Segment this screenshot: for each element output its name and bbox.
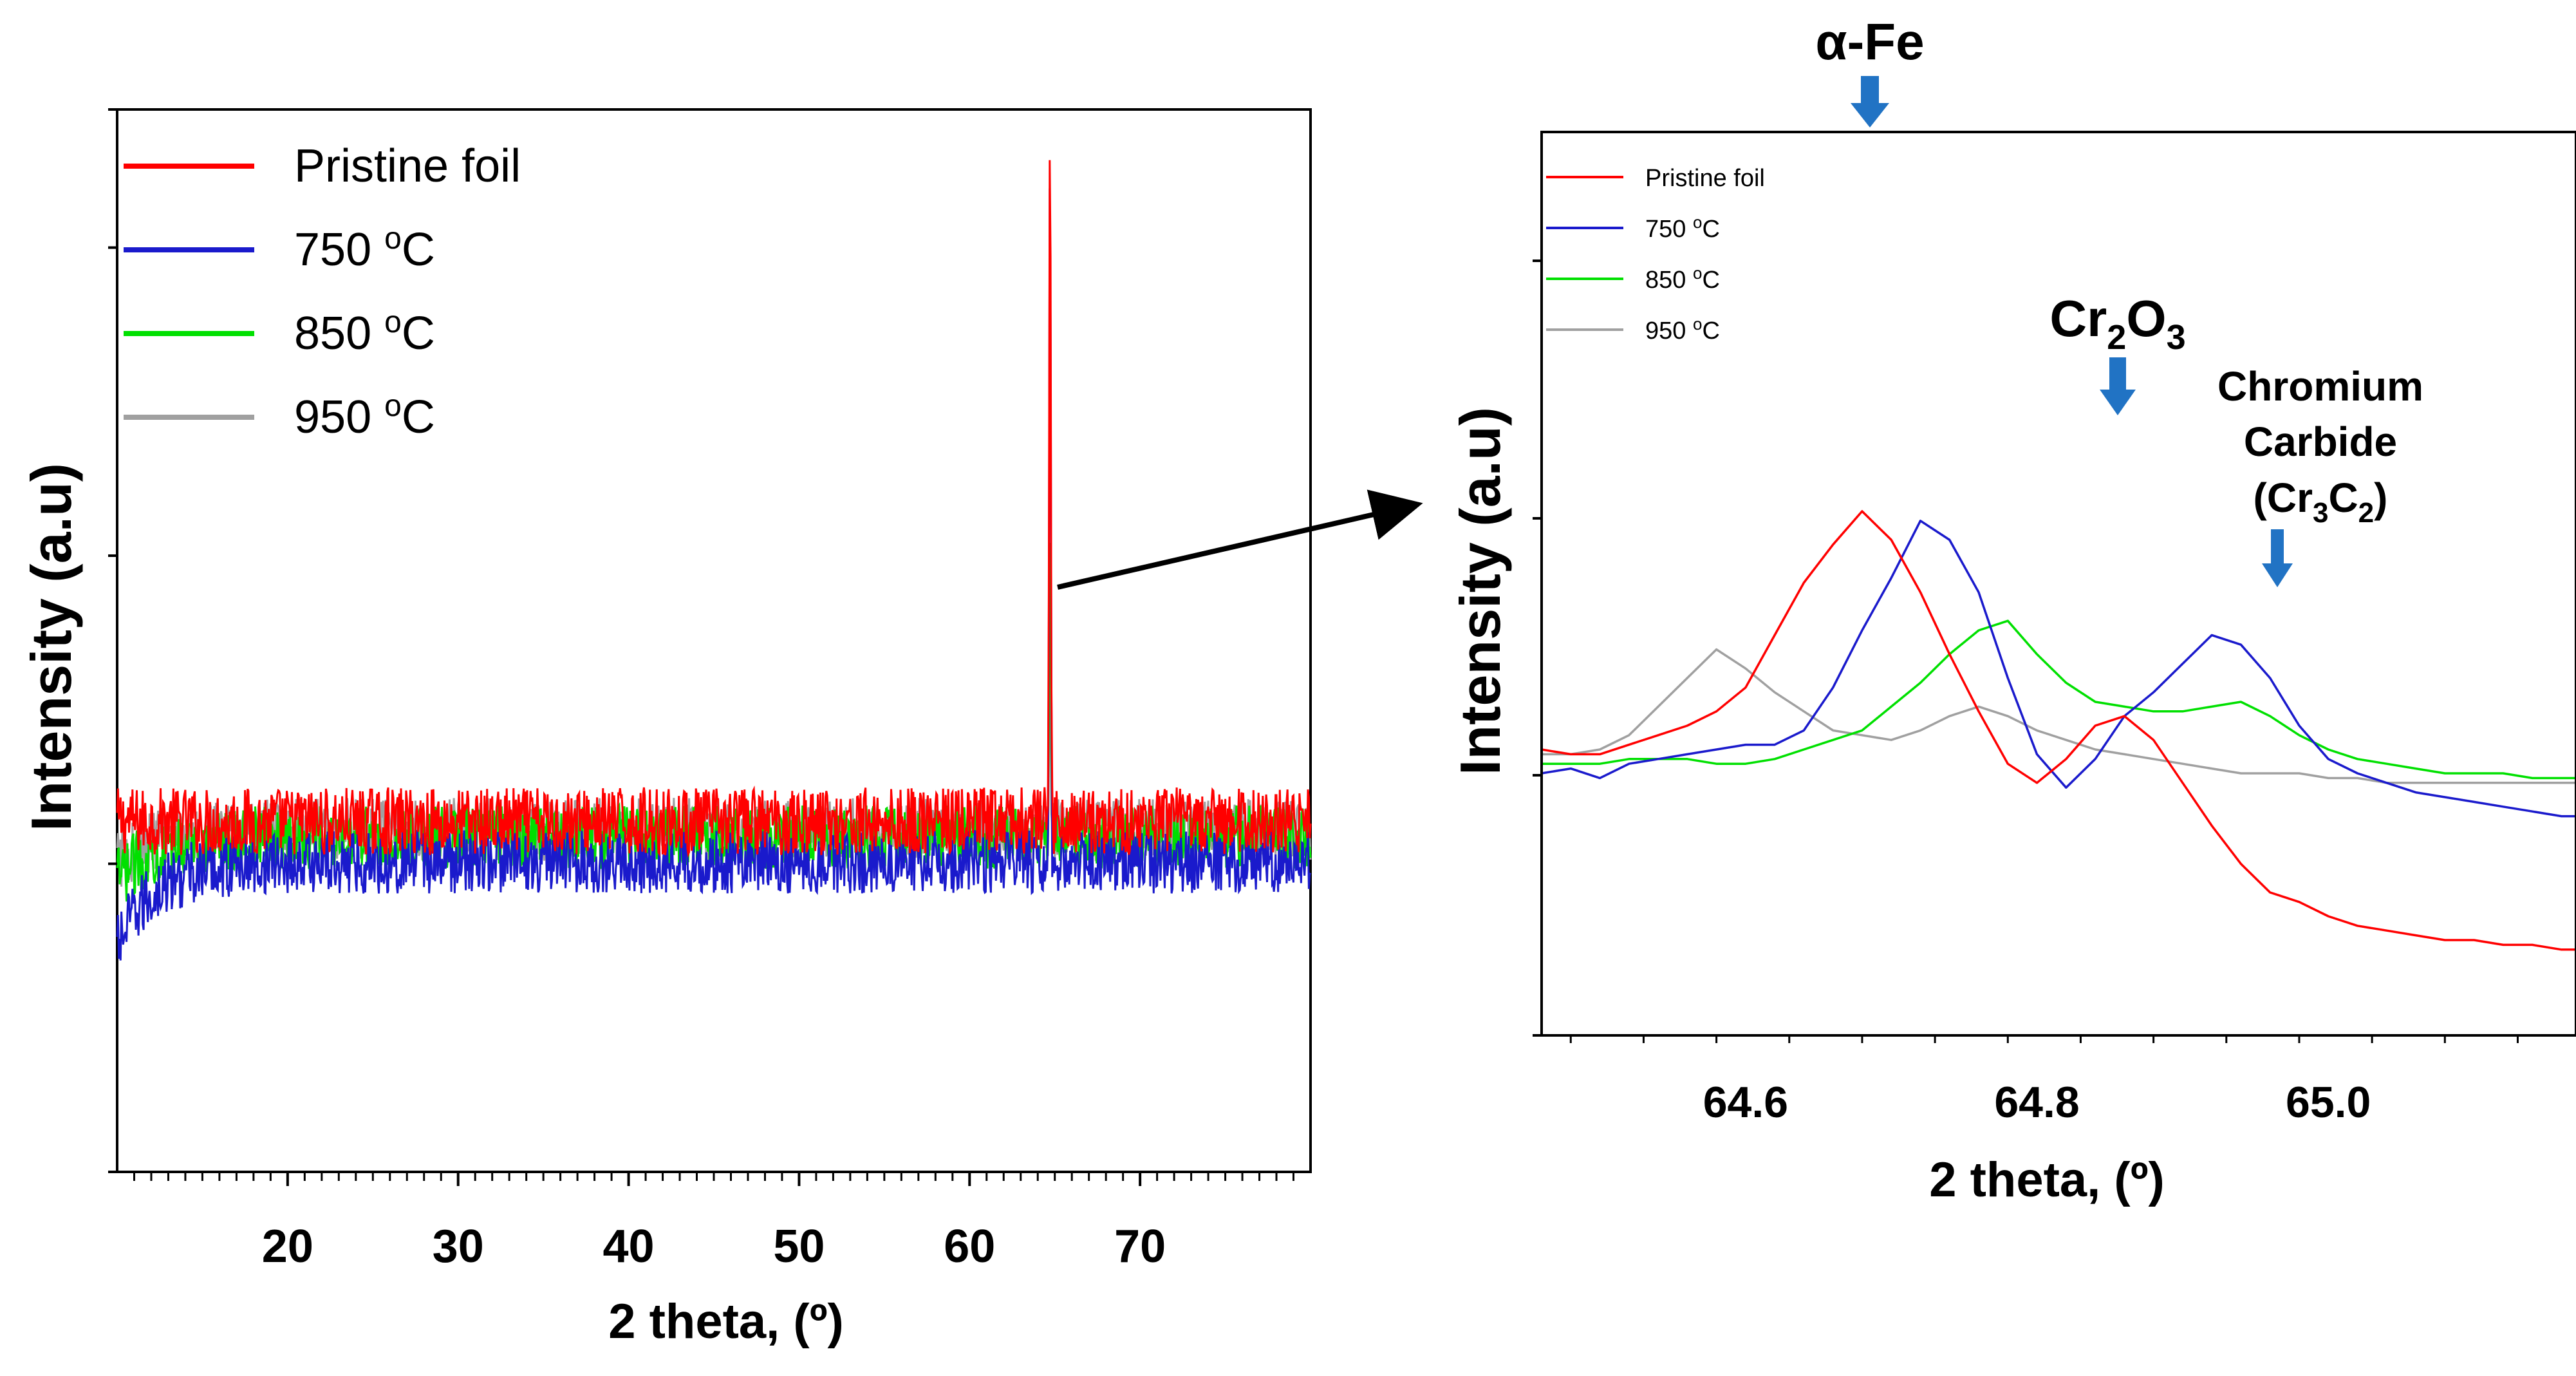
zoom-series-line	[1542, 619, 2576, 780]
annotation-carbide-line2: Carbide	[2244, 419, 2397, 465]
annotation-carbide-line1: Chromium	[2217, 363, 2423, 410]
legend-label: 850 oC	[294, 305, 435, 359]
zoom-x-ticks	[1569, 1035, 2519, 1043]
zoom-y-axis-title: Intensity (a.u)	[1448, 407, 1512, 775]
legend-label: Pristine foil	[294, 140, 521, 192]
main-x-tick-label: 20	[262, 1221, 313, 1272]
legend-label: 750 oC	[294, 221, 435, 276]
legend-label: 850 oC	[1645, 263, 1720, 294]
annotation-chromium-carbide: Chromium Carbide (Cr3C2)	[2217, 363, 2423, 587]
zoom-x-tick-label: 64.6	[1703, 1078, 1788, 1127]
zoom-arrow	[1057, 489, 1423, 590]
zoom-plot-frame	[1540, 131, 2576, 1037]
zoom-series-group	[1541, 510, 2576, 951]
main-x-axis-title: 2 theta, (º)	[608, 1294, 844, 1349]
zoom-chart: 64.6 64.8 65.0 2 theta, (º) Intensity (a.u…	[1448, 13, 2576, 1207]
annotation-alpha-fe-label: α-Fe	[1815, 13, 1924, 70]
legend-label: Pristine foil	[1645, 165, 1765, 192]
main-series-line	[116, 160, 1312, 858]
main-chart: 20 30 40 50 60 70 2 theta, (º) Intensity (a.u…	[19, 108, 1312, 1349]
annotation-cr2o3-label: Cr2O3	[2049, 290, 2185, 357]
annotation-alpha-fe: α-Fe	[1815, 13, 1925, 127]
main-x-tick-labels: 20 30 40 50 60 70	[262, 1221, 1166, 1272]
main-x-tick-label: 30	[433, 1221, 484, 1272]
main-x-ticks	[133, 1172, 1295, 1186]
legend-label: 950 oC	[1645, 314, 1720, 344]
annotation-carbide-line3: (Cr3C2)	[2254, 475, 2388, 529]
zoom-series-line	[1541, 510, 2576, 951]
main-x-tick-label: 50	[773, 1221, 825, 1272]
main-x-tick-label: 40	[603, 1221, 655, 1272]
annotation-cr2o3: Cr2O3	[2049, 290, 2186, 415]
zoom-series-line	[1541, 520, 2576, 818]
main-x-tick-label: 70	[1114, 1221, 1166, 1272]
zoom-y-ticks	[1533, 259, 1542, 1037]
cr2o3-arrow-icon	[2100, 357, 2136, 415]
main-y-ticks	[108, 108, 117, 1173]
zoom-x-axis-title: 2 theta, (º)	[1929, 1153, 2165, 1207]
legend-label: 750 oC	[1645, 212, 1720, 243]
main-y-axis-title: Intensity (a.u)	[19, 463, 83, 831]
zoom-x-tick-label: 64.8	[1994, 1078, 2079, 1127]
zoom-x-tick-label: 65.0	[2286, 1078, 2371, 1127]
main-legend: Pristine foil 750 oC 850 oC 950 oC	[124, 140, 521, 443]
alpha-fe-arrow-icon	[1851, 76, 1889, 127]
zoom-legend: Pristine foil 750 oC 850 oC 950 oC	[1546, 165, 1765, 344]
zoom-x-tick-labels: 64.6 64.8 65.0	[1703, 1078, 2371, 1127]
zoom-series-line	[1542, 648, 2576, 784]
main-series-group	[116, 160, 1312, 961]
main-x-tick-label: 60	[944, 1221, 995, 1272]
legend-label: 950 oC	[294, 389, 435, 443]
main-series-line	[116, 188, 1312, 961]
carbide-arrow-icon	[2262, 529, 2293, 587]
